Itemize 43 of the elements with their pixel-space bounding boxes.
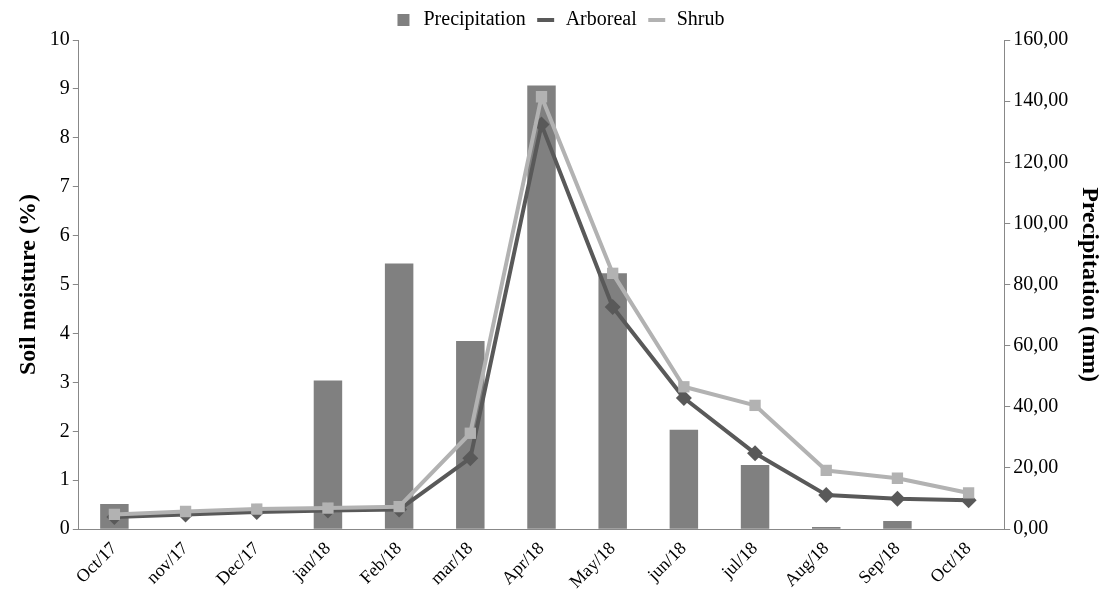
- y2-tick-label: 160,00: [1013, 27, 1069, 50]
- y2-tick-label: 120,00: [1013, 149, 1069, 172]
- y2-tick-label: 60,00: [1013, 332, 1059, 355]
- point: [535, 91, 548, 103]
- y-tick-label: 0: [59, 516, 70, 539]
- point: [678, 381, 690, 393]
- point: [962, 487, 975, 499]
- point: [604, 299, 621, 316]
- y-tick-label: 4: [59, 320, 70, 343]
- point: [889, 490, 906, 507]
- y-tick-label: 10: [49, 27, 70, 50]
- y-tick-label: 6: [59, 222, 70, 245]
- y-axis-title: Soil moisture (%): [13, 194, 40, 376]
- point: [749, 399, 761, 412]
- point: [607, 267, 619, 279]
- point: [179, 505, 192, 518]
- y2-tick-label: 0,00: [1013, 516, 1049, 539]
- point: [393, 500, 405, 513]
- point: [747, 445, 764, 462]
- y-tick-label: 2: [59, 418, 70, 441]
- y2-tick-label: 100,00: [1013, 210, 1069, 233]
- point: [820, 464, 832, 477]
- legend-label: Precipitation: [423, 7, 526, 31]
- point: [322, 502, 334, 514]
- point: [462, 450, 479, 467]
- y-tick-label: 8: [59, 125, 70, 148]
- y2-axis-title: Precipitation (mm): [1078, 187, 1105, 382]
- y-tick-label: 1: [59, 467, 70, 490]
- point: [891, 472, 904, 484]
- y2-tick-label: 80,00: [1013, 271, 1059, 294]
- y2-tick-label: 20,00: [1013, 455, 1059, 478]
- y-tick-label: 5: [59, 271, 70, 294]
- y-tick-label: 7: [59, 173, 70, 196]
- y2-tick-label: 40,00: [1013, 394, 1059, 417]
- point: [818, 486, 835, 503]
- y-tick-label: 9: [59, 76, 70, 99]
- legend-label: Shrub: [676, 7, 725, 30]
- point: [675, 390, 692, 407]
- y2-tick-label: 140,00: [1013, 88, 1069, 111]
- point: [251, 503, 263, 515]
- legend-label: Arboreal: [565, 7, 638, 30]
- y-tick-label: 3: [59, 369, 70, 392]
- point: [464, 427, 476, 439]
